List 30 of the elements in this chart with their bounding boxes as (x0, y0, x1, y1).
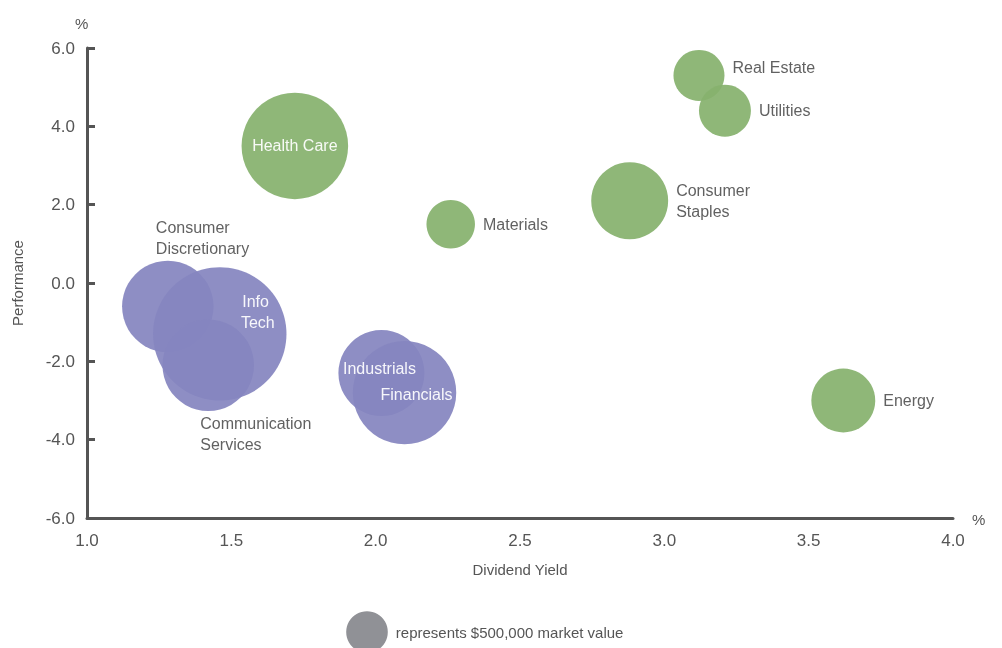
x-tick-label: 1.0 (75, 531, 99, 550)
y-tick-label: 4.0 (51, 116, 75, 136)
legend-label: represents $500,000 market value (395, 623, 624, 641)
text: % (972, 511, 986, 528)
x-tick-label: 3.5 (796, 531, 821, 550)
y-axis-title: Performance (9, 240, 26, 326)
y-tick-label: 0.0 (51, 273, 75, 293)
x-tick-label: 1.5 (219, 531, 244, 550)
y-tick-label: 2.0 (51, 195, 75, 215)
x-tick-label: 3.0 (652, 531, 677, 550)
text: % (75, 15, 89, 32)
series-label: Industrials (342, 359, 416, 377)
y-tick-label: -6.0 (45, 508, 75, 528)
series-label: Consumer Discretionary (155, 218, 250, 257)
x-axis-title: Dividend Yield (472, 561, 568, 578)
series-label: Communication Services (200, 415, 316, 454)
y-tick-label: 6.0 (51, 38, 75, 58)
series-label: Consumer Staples (676, 181, 755, 220)
series-label: Financials (380, 386, 453, 404)
y-tick-label: -4.0 (45, 430, 75, 450)
series-label: Real Estate (732, 58, 816, 76)
y-tick-label: -2.0 (45, 351, 75, 371)
series-label: Health Care (252, 137, 338, 155)
series-label: Materials (482, 215, 548, 233)
series-label: Energy (883, 392, 934, 409)
series-label: Utilities (758, 102, 811, 120)
x-tick-label: 4.0 (941, 531, 965, 550)
x-tick-label: 2.5 (508, 531, 532, 550)
series-label: Info Tech (240, 292, 275, 331)
x-tick-label: 2.0 (363, 531, 388, 550)
